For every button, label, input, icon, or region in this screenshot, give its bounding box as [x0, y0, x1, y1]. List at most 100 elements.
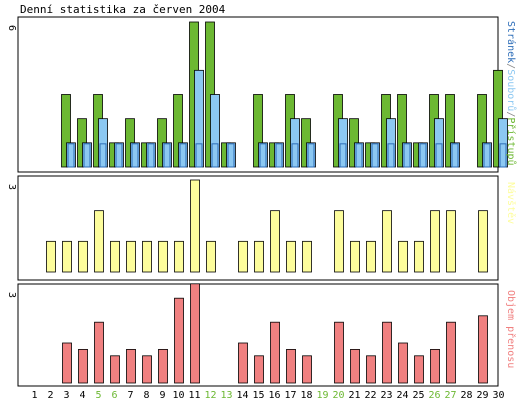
- x-label-day-13: 13: [220, 390, 232, 401]
- legend-part-3: /: [505, 111, 516, 117]
- bar-prenosy-day-14: [238, 342, 248, 384]
- legend-navstev: Návštěv: [505, 182, 517, 224]
- x-label-day-2: 2: [47, 390, 53, 401]
- bar-navstev-day-22: [366, 240, 376, 273]
- bar-prenosy-day-26: [430, 348, 440, 384]
- bar-navstev-day-11: [190, 179, 200, 273]
- bar-stranky-day-25: [419, 143, 427, 168]
- bar-prenosy-day-8: [142, 355, 152, 384]
- bar-prenosy-day-24: [398, 342, 408, 384]
- x-label-day-23: 23: [380, 390, 392, 401]
- bar-stranky-day-29: [483, 143, 491, 168]
- bars-layer: [46, 21, 508, 384]
- bar-navstev-day-12: [206, 240, 216, 273]
- x-label-day-1: 1: [31, 390, 37, 401]
- x-label-day-9: 9: [159, 390, 165, 401]
- bar-prenosy-day-7: [126, 348, 136, 384]
- bar-navstev-day-29: [478, 210, 488, 273]
- x-label-day-21: 21: [348, 390, 360, 401]
- bar-navstev-day-7: [126, 240, 136, 273]
- x-label-day-15: 15: [252, 390, 264, 401]
- x-label-day-6: 6: [111, 390, 117, 401]
- bar-stranky-day-12: [211, 143, 219, 168]
- y-ticks-layer: 6 3 3: [6, 25, 17, 298]
- x-label-day-5: 5: [95, 390, 101, 401]
- bar-prenosy-day-25: [414, 355, 424, 384]
- bar-stranky-day-9: [163, 143, 171, 168]
- bar-stranky-day-8: [147, 143, 155, 168]
- legend-part-2: Souborů: [505, 69, 517, 111]
- bar-prenosy-day-10: [174, 297, 184, 384]
- bar-stranky-day-26: [435, 143, 443, 168]
- bar-navstev-day-6: [110, 240, 120, 273]
- bar-navstev-day-21: [350, 240, 360, 273]
- bar-navstev-day-2: [46, 240, 56, 273]
- x-label-day-4: 4: [79, 390, 85, 401]
- bar-navstev-day-15: [254, 240, 264, 273]
- bar-stranky-day-30: [499, 143, 507, 168]
- x-label-day-17: 17: [284, 390, 296, 401]
- bar-pristupy-day-29: [477, 94, 487, 168]
- x-label-day-30: 30: [492, 390, 504, 401]
- legend-prenosy: Objem přenosu: [505, 290, 517, 368]
- bar-stranky-day-21: [355, 143, 363, 168]
- bar-stranky-day-3: [67, 143, 75, 168]
- bar-navstev-day-3: [62, 240, 72, 273]
- x-label-day-12: 12: [204, 390, 216, 401]
- bar-navstev-day-24: [398, 240, 408, 273]
- x-label-day-24: 24: [396, 390, 408, 401]
- bar-prenosy-day-15: [254, 355, 264, 384]
- bar-stranky-day-18: [307, 143, 315, 168]
- bar-prenosy-day-21: [350, 348, 360, 384]
- bar-stranky-day-23: [387, 143, 395, 168]
- bar-prenosy-day-20: [334, 321, 344, 384]
- bar-prenosy-day-22: [366, 355, 376, 384]
- bar-stranky-day-24: [403, 143, 411, 168]
- bar-stranky-day-6: [115, 143, 123, 168]
- bar-stranky-day-16: [275, 143, 283, 168]
- bar-navstev-day-8: [142, 240, 152, 273]
- x-label-day-14: 14: [236, 390, 248, 401]
- bar-pristupy-day-3: [61, 94, 71, 168]
- bar-navstev-day-20: [334, 210, 344, 273]
- x-label-day-11: 11: [188, 390, 200, 401]
- x-label-day-19: 19: [316, 390, 328, 401]
- x-label-day-8: 8: [143, 390, 149, 401]
- bar-navstev-day-25: [414, 240, 424, 273]
- bar-prenosy-day-18: [302, 355, 312, 384]
- bar-prenosy-day-27: [446, 321, 456, 384]
- bar-prenosy-day-23: [382, 321, 392, 384]
- bar-stranky-day-20: [339, 143, 347, 168]
- x-label-day-20: 20: [332, 390, 344, 401]
- bar-pristupy-day-27: [445, 94, 455, 168]
- bar-pristupy-day-10: [173, 94, 183, 168]
- x-label-day-16: 16: [268, 390, 280, 401]
- bar-stranky-day-15: [259, 143, 267, 168]
- x-label-day-25: 25: [412, 390, 424, 401]
- bar-stranky-day-27: [451, 143, 459, 168]
- legend-part-4: Přístupů: [505, 117, 517, 165]
- bar-stranky-day-10: [179, 143, 187, 168]
- bar-prenosy-day-17: [286, 348, 296, 384]
- x-label-day-28: 28: [460, 390, 472, 401]
- legend-part-0: Stránek: [505, 21, 517, 63]
- bar-navstev-day-9: [158, 240, 168, 273]
- x-labels-layer: 1 2 3 4 5 6 7 8 9 10 11 12 13 14 15 16 17 18 19 20 21 22 23 24 2…: [31, 390, 504, 401]
- bar-prenosy-day-6: [110, 355, 120, 384]
- bar-stranky-day-22: [371, 143, 379, 168]
- bar-navstev-day-10: [174, 240, 184, 273]
- bar-stranky-day-4: [83, 143, 91, 168]
- bar-prenosy-day-4: [78, 348, 88, 384]
- y-tick-prenosy: 3: [6, 292, 17, 298]
- x-label-day-27: 27: [444, 390, 456, 401]
- x-label-day-10: 10: [172, 390, 184, 401]
- bar-navstev-day-23: [382, 210, 392, 273]
- x-label-day-18: 18: [300, 390, 312, 401]
- y-tick-navstev: 3: [6, 184, 17, 190]
- bar-prenosy-day-3: [62, 342, 72, 384]
- bar-navstev-day-14: [238, 240, 248, 273]
- bar-navstev-day-18: [302, 240, 312, 273]
- bar-navstev-day-16: [270, 210, 280, 273]
